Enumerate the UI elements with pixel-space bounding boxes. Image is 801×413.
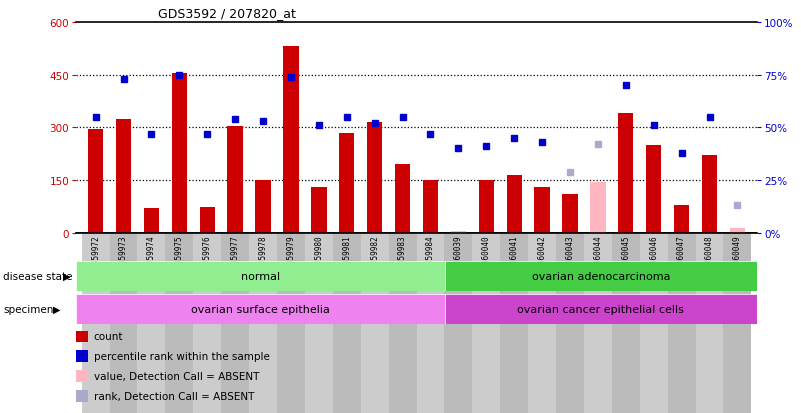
Bar [360, 233, 388, 413]
Bar [76, 294, 445, 324]
Text: percentile rank within the sample: percentile rank within the sample [94, 351, 270, 361]
Text: value, Detection Call = ABSENT: value, Detection Call = ABSENT [94, 371, 259, 381]
Text: ▶: ▶ [53, 304, 60, 314]
Text: ovarian surface epithelia: ovarian surface epithelia [191, 304, 330, 314]
Bar [76, 261, 445, 291]
Bar [445, 261, 757, 291]
Bar [305, 233, 332, 413]
Bar [339, 133, 354, 233]
Bar [221, 233, 249, 413]
Text: specimen: specimen [3, 304, 54, 314]
Bar [479, 181, 494, 233]
Bar [388, 233, 417, 413]
Bar [668, 233, 695, 413]
Bar [723, 233, 751, 413]
Bar [451, 232, 466, 233]
Bar [143, 209, 159, 233]
Text: GDS3592 / 207820_at: GDS3592 / 207820_at [158, 7, 296, 20]
Bar [618, 114, 634, 233]
Text: count: count [94, 332, 123, 342]
Text: ovarian cancer epithelial cells: ovarian cancer epithelial cells [517, 304, 684, 314]
Bar [171, 74, 187, 233]
Bar [417, 233, 445, 413]
Text: disease state: disease state [3, 271, 73, 281]
Bar [110, 233, 138, 413]
Bar [277, 233, 305, 413]
Bar [590, 183, 606, 233]
Bar [256, 181, 271, 233]
Bar [534, 188, 549, 233]
Bar [612, 233, 640, 413]
Bar [556, 233, 584, 413]
Bar [584, 233, 612, 413]
Bar [165, 233, 193, 413]
Bar [193, 233, 221, 413]
Bar [473, 233, 501, 413]
Bar [646, 146, 662, 233]
Bar [88, 130, 103, 233]
Text: ovarian adenocarcinoma: ovarian adenocarcinoma [532, 271, 670, 281]
Bar [674, 205, 690, 233]
Bar [695, 233, 723, 413]
Bar [332, 233, 360, 413]
Text: normal: normal [241, 271, 280, 281]
Bar [249, 233, 277, 413]
Text: rank, Detection Call = ABSENT: rank, Detection Call = ABSENT [94, 391, 254, 401]
Bar [702, 156, 717, 233]
Bar [562, 195, 578, 233]
Bar [445, 233, 473, 413]
Bar [227, 126, 243, 233]
Bar [528, 233, 556, 413]
Bar [395, 165, 410, 233]
Bar [367, 123, 382, 233]
Bar [640, 233, 668, 413]
Bar [501, 233, 528, 413]
Bar [82, 233, 110, 413]
Bar [311, 188, 327, 233]
Bar [138, 233, 165, 413]
Bar [506, 176, 522, 233]
Bar [445, 294, 757, 324]
Bar [116, 119, 131, 233]
Bar [423, 181, 438, 233]
Bar [199, 207, 215, 233]
Bar [284, 47, 299, 233]
Bar [730, 228, 745, 233]
Text: ▶: ▶ [62, 271, 70, 281]
